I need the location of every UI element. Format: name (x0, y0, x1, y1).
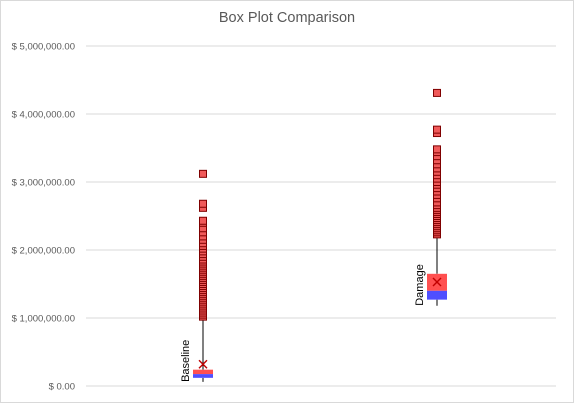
outlier-point (433, 145, 441, 154)
y-tick-label: $ 5,000,000.00 (12, 42, 75, 53)
y-tick-label: $ 4,000,000.00 (12, 110, 75, 121)
box-upper-quartile (193, 369, 213, 375)
box-baseline: Baseline (180, 169, 213, 382)
category-label: Damage (414, 264, 426, 306)
y-tick-label: $ 3,000,000.00 (12, 178, 75, 189)
outlier-point (199, 216, 207, 225)
outlier-point (433, 88, 441, 97)
outlier-point (199, 199, 207, 208)
box-series: Baseline Damage (180, 88, 447, 382)
y-axis-tick-labels: $ 0.00 $ 1,000,000.00 $ 2,000,000.00 $ 3,00… (12, 42, 75, 393)
chart-title: Box Plot Comparison (218, 10, 356, 26)
gridlines (86, 45, 556, 387)
box-lower-quartile (193, 374, 213, 378)
outlier-point (199, 169, 207, 178)
category-label: Baseline (180, 340, 192, 382)
mean-marker (432, 277, 442, 287)
mean-marker (198, 359, 208, 369)
y-tick-label: $ 0.00 (49, 382, 75, 393)
y-tick-label: $ 2,000,000.00 (12, 246, 75, 257)
y-tick-label: $ 1,000,000.00 (12, 314, 75, 325)
box-lower-quartile (427, 290, 447, 300)
outlier-point (433, 125, 441, 134)
box-damage: Damage (414, 88, 447, 306)
